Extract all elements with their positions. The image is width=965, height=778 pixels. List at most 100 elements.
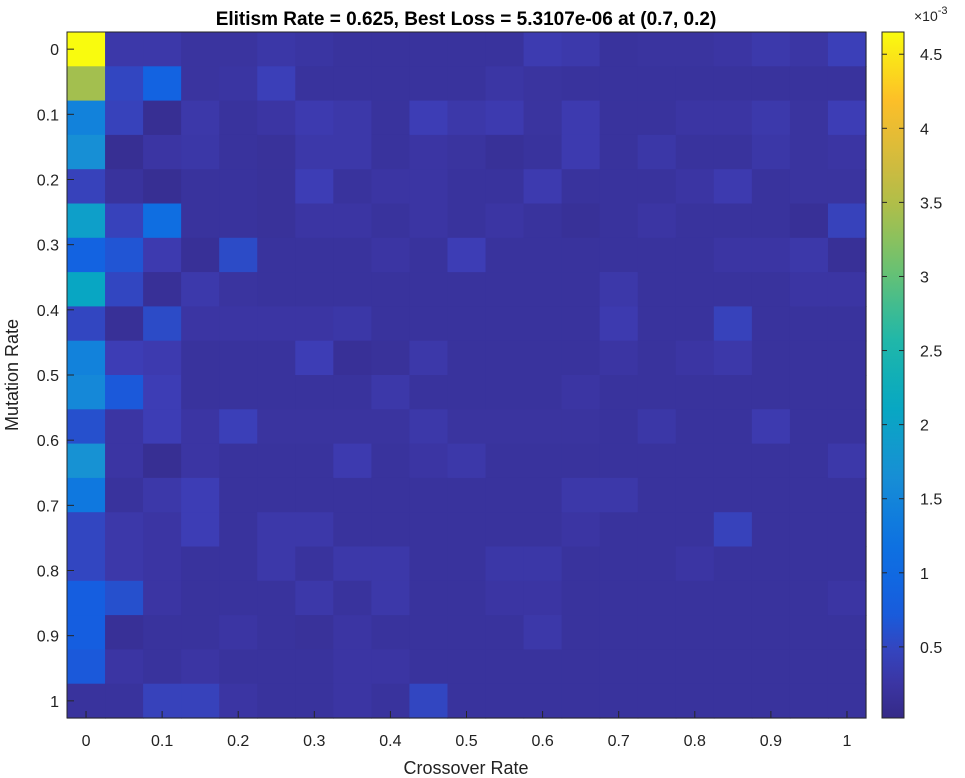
heatmap-cell <box>143 100 182 136</box>
heatmap-cell <box>257 443 296 479</box>
heatmap-cell <box>561 272 601 307</box>
heatmap-cell <box>485 169 525 205</box>
colorbar-tick-label: 1.5 <box>920 492 942 509</box>
heatmap-cell <box>447 169 487 205</box>
heatmap-cell <box>827 649 867 685</box>
heatmap-cell <box>409 443 449 479</box>
heatmap-cell <box>827 580 867 616</box>
heatmap-cell <box>409 306 449 342</box>
colorbar-tick-label: 2.5 <box>920 344 942 361</box>
heatmap-cell <box>143 477 182 513</box>
heatmap-cell <box>637 477 677 513</box>
heatmap-cell <box>295 66 334 102</box>
heatmap-cell <box>67 477 106 513</box>
heatmap-cell <box>447 306 487 342</box>
heatmap-cell <box>105 580 144 616</box>
heatmap-cell <box>447 443 487 479</box>
y-tick-label: 0.6 <box>37 433 59 450</box>
heatmap-cell <box>295 546 334 582</box>
heatmap-cell <box>637 512 677 548</box>
heatmap-cell <box>675 203 715 239</box>
heatmap-cell <box>257 306 296 342</box>
heatmap-cell <box>105 203 144 239</box>
heatmap-cell <box>219 649 258 685</box>
heatmap-cell <box>143 134 182 170</box>
heatmap-cell <box>751 580 791 616</box>
heatmap-cell <box>295 203 334 239</box>
heatmap-cell <box>219 237 258 273</box>
heatmap-cell <box>409 649 449 685</box>
heatmap-cell <box>105 409 144 445</box>
heatmap-cell <box>371 134 411 170</box>
heatmap-cell <box>827 169 867 205</box>
heatmap-cell <box>751 306 791 342</box>
colorbar-tick-label: 4.5 <box>920 47 942 64</box>
heatmap-cell <box>599 512 639 548</box>
heatmap-cell <box>295 477 334 513</box>
heatmap-cell <box>599 477 639 513</box>
x-tick-label: 0.9 <box>760 733 782 750</box>
heatmap-cell <box>751 169 791 205</box>
heatmap-cell <box>561 100 601 136</box>
colorbar-tick-label: 0.5 <box>920 640 942 657</box>
heatmap-cell <box>257 649 296 685</box>
heatmap-cell <box>371 409 411 445</box>
heatmap-cell <box>181 134 220 170</box>
heatmap-cell <box>637 443 677 479</box>
heatmap-cell <box>181 340 220 376</box>
heatmap-cell <box>827 134 867 170</box>
heatmap-cell <box>789 32 829 67</box>
heatmap-cell <box>181 306 220 342</box>
heatmap-cell <box>143 32 182 67</box>
heatmap-cell <box>485 580 525 616</box>
heatmap-cell <box>827 237 867 273</box>
heatmap-cell <box>295 169 334 205</box>
heatmap-cell <box>105 66 144 102</box>
heatmap-cell <box>333 512 372 548</box>
heatmap-cell <box>789 375 829 410</box>
heatmap-cell <box>751 272 791 307</box>
heatmap-cell <box>751 512 791 548</box>
heatmap-cell <box>105 169 144 205</box>
heatmap-cell <box>409 580 449 616</box>
heatmap-cell <box>751 237 791 273</box>
heatmap-cell <box>371 32 411 67</box>
heatmap-cell <box>485 237 525 273</box>
heatmap-cell <box>523 443 563 479</box>
heatmap-cell <box>713 443 753 479</box>
heatmap-cell <box>561 340 601 376</box>
heatmap-cell <box>333 203 372 239</box>
heatmap-cell <box>599 340 639 376</box>
heatmap-cell <box>219 32 258 67</box>
chart-title: Elitism Rate = 0.625, Best Loss = 5.3107… <box>216 9 717 30</box>
heatmap-cell <box>371 443 411 479</box>
heatmap-cell <box>181 100 220 136</box>
heatmap-cell <box>599 169 639 205</box>
colorbar-tick-label: 3.5 <box>920 195 942 212</box>
colorbar-tick-label: 2 <box>920 418 929 435</box>
heatmap-cell <box>219 409 258 445</box>
heatmap-cell <box>143 340 182 376</box>
heatmap-cell <box>295 134 334 170</box>
heatmap-cell <box>447 66 487 102</box>
heatmap-cell <box>295 649 334 685</box>
heatmap-cell <box>675 100 715 136</box>
heatmap-cell <box>219 375 258 410</box>
heatmap-cell <box>561 477 601 513</box>
heatmap-cell <box>789 477 829 513</box>
heatmap-cell <box>713 134 753 170</box>
heatmap-cell <box>713 237 753 273</box>
heatmap-cell <box>371 66 411 102</box>
heatmap-cell <box>447 272 487 307</box>
heatmap-cell <box>561 409 601 445</box>
heatmap-cell <box>827 546 867 582</box>
heatmap-cell <box>447 477 487 513</box>
heatmap-cell <box>485 546 525 582</box>
heatmap-cell <box>599 100 639 136</box>
y-tick-label: 0.9 <box>37 629 59 646</box>
colorbar-exponent: ×10-3 <box>914 5 948 24</box>
heatmap-cell <box>67 203 106 239</box>
heatmap-cell <box>523 512 563 548</box>
heatmap-cell <box>599 409 639 445</box>
heatmap-cell <box>333 306 372 342</box>
